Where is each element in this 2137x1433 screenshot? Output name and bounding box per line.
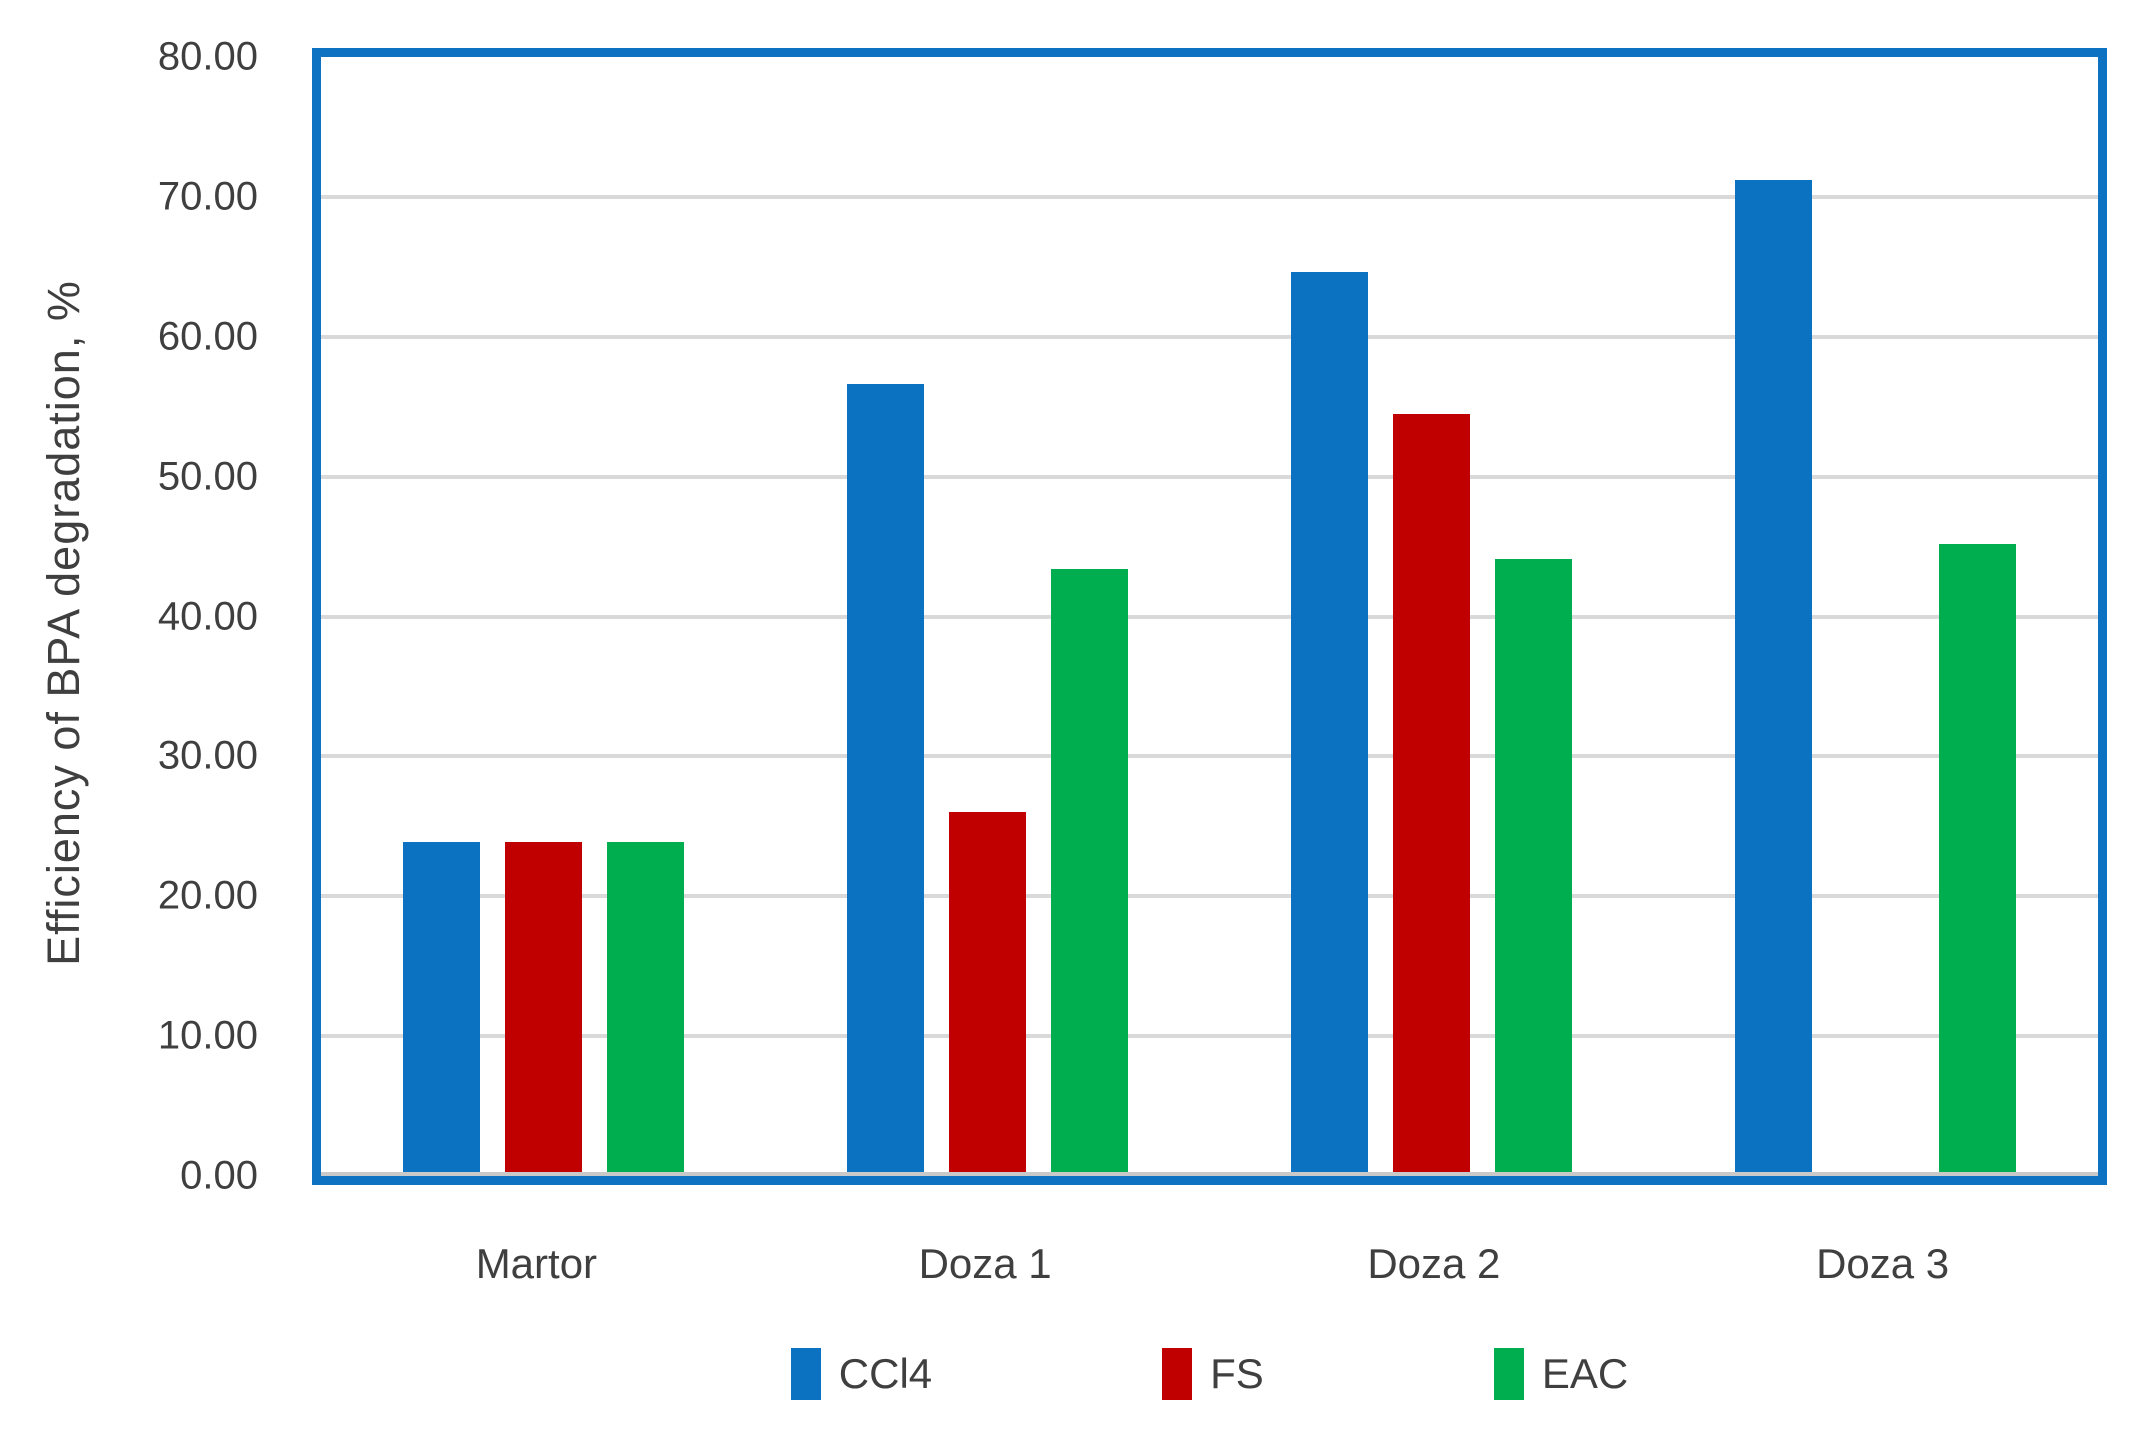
legend-entry-ccl4: CCl4 bbox=[790, 1348, 933, 1400]
legend-swatch-icon bbox=[1493, 1348, 1524, 1400]
x-category-label: Doza 2 bbox=[1367, 1240, 1501, 1287]
y-tick-label: 50.00 bbox=[157, 454, 258, 499]
gridline bbox=[321, 334, 2098, 339]
bar-ccl4 bbox=[1291, 272, 1369, 1176]
bar-group-doza-1 bbox=[765, 57, 1209, 1176]
bar-groups bbox=[321, 57, 2098, 1176]
plot-area bbox=[312, 48, 2107, 1185]
y-tick-label: 40.00 bbox=[157, 594, 258, 638]
gridline bbox=[321, 614, 2098, 619]
gridline bbox=[321, 1034, 2098, 1039]
gridline bbox=[321, 894, 2098, 899]
y-tick-label: 10.00 bbox=[157, 1013, 258, 1058]
x-axis-category-labels: Martor Doza 1 Doza 2 Doza 3 bbox=[312, 1240, 2107, 1288]
bar-ccl4 bbox=[846, 384, 924, 1176]
legend-entry-eac: EAC bbox=[1493, 1348, 1629, 1400]
bar-eac bbox=[1050, 568, 1128, 1176]
y-tick-label: 60.00 bbox=[157, 314, 258, 359]
bar-fs bbox=[948, 812, 1026, 1176]
bar-fs bbox=[504, 841, 582, 1176]
legend-label: EAC bbox=[1541, 1350, 1629, 1397]
x-category-label: Doza 3 bbox=[1816, 1240, 1950, 1287]
legend-swatch-icon bbox=[1162, 1348, 1193, 1400]
x-category-label: Martor bbox=[475, 1240, 598, 1287]
bar-eac bbox=[606, 841, 684, 1176]
bar-eac bbox=[1495, 559, 1573, 1176]
y-axis-tick-labels: 0.00 10.00 20.00 30.00 40.00 50.00 60.00 70.00 8… bbox=[0, 0, 258, 1433]
x-category-label: Doza 1 bbox=[918, 1240, 1052, 1287]
legend-label: FS bbox=[1210, 1350, 1264, 1397]
x-axis-line bbox=[321, 1172, 2098, 1176]
bar-eac bbox=[1939, 543, 2017, 1176]
legend-label: CCl4 bbox=[838, 1350, 933, 1397]
gridline bbox=[321, 194, 2098, 199]
bar-group-doza-3 bbox=[1654, 57, 2098, 1176]
legend-swatch-icon bbox=[790, 1348, 821, 1400]
y-tick-label: 80.00 bbox=[157, 34, 258, 79]
y-tick-label: 70.00 bbox=[157, 174, 258, 219]
gridline bbox=[321, 474, 2098, 479]
chart-legend: CCl4 FS EAC bbox=[312, 1348, 2107, 1400]
bar-ccl4 bbox=[402, 841, 480, 1176]
bar-fs bbox=[1393, 413, 1471, 1176]
bar-group-doza-2 bbox=[1210, 57, 1654, 1176]
gridline bbox=[321, 754, 2098, 759]
bar-group-martor bbox=[321, 57, 765, 1176]
y-tick-label: 20.00 bbox=[157, 873, 258, 918]
y-tick-label: 30.00 bbox=[157, 733, 258, 778]
bar-ccl4 bbox=[1735, 180, 1813, 1176]
y-tick-label: 0.00 bbox=[180, 1153, 258, 1198]
legend-entry-fs: FS bbox=[1162, 1348, 1264, 1400]
